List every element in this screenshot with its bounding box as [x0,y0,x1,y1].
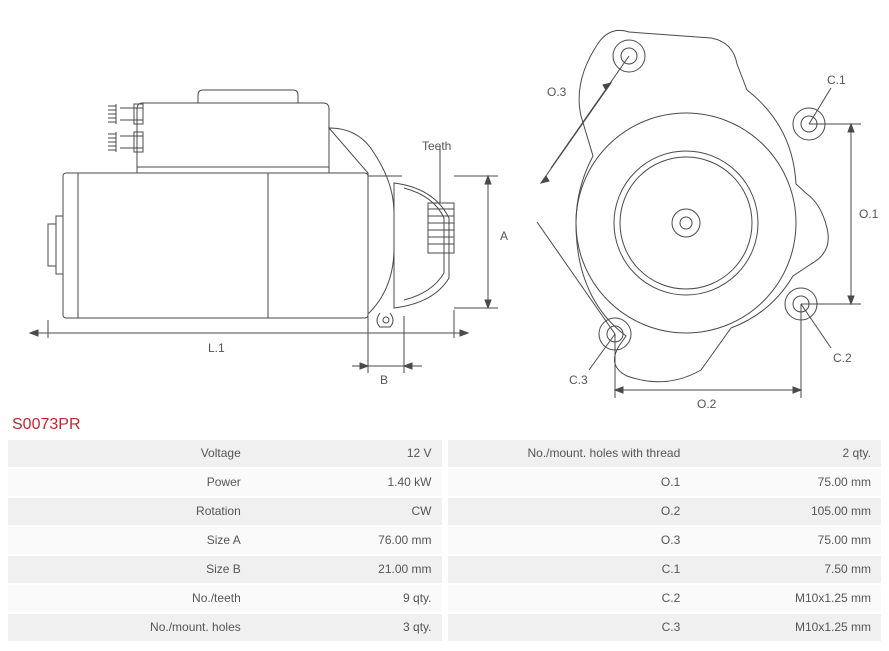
spec-value: 76.00 mm [251,527,442,554]
label-c1: C.1 [827,73,846,87]
spec-row: Size A76.00 mm [8,527,442,554]
label-c3: C.3 [569,373,588,387]
spec-row: No./mount. holes3 qty. [8,614,442,641]
spec-row: No./mount. holes with thread2 qty. [448,440,882,467]
spec-label: Size A [8,527,251,554]
label-b: B [380,373,388,387]
label-teeth: Teeth [422,139,451,153]
spec-value: 1.40 kW [251,469,442,496]
spec-label: Power [8,469,251,496]
spec-label: O.3 [448,527,691,554]
diagram-area: Teeth A L.1 B [8,8,881,408]
spec-label: C.3 [448,614,691,641]
spec-col-left: Voltage12 VPower1.40 kWRotationCWSize A7… [8,440,442,643]
spec-label: O.2 [448,498,691,525]
front-view-drawing: O.3 O.1 O.2 C.1 C.2 C.3 [511,8,881,408]
side-view-drawing: Teeth A L.1 B [8,8,508,408]
spec-label: Rotation [8,498,251,525]
part-number: S0073PR [12,416,881,434]
spec-table: Voltage12 VPower1.40 kWRotationCWSize A7… [8,440,881,643]
spec-value: 75.00 mm [690,469,881,496]
spec-value: CW [251,498,442,525]
spec-value: 9 qty. [251,585,442,612]
spec-row: No./teeth9 qty. [8,585,442,612]
spec-label: C.1 [448,556,691,583]
spec-label: No./mount. holes with thread [448,440,691,467]
spec-label: No./mount. holes [8,614,251,641]
spec-label: Voltage [8,440,251,467]
spec-value: 21.00 mm [251,556,442,583]
label-o1: O.1 [859,207,879,221]
spec-label: Size B [8,556,251,583]
spec-label: No./teeth [8,585,251,612]
label-l1: L.1 [208,341,225,355]
spec-label: O.1 [448,469,691,496]
spec-value: 105.00 mm [690,498,881,525]
spec-row: RotationCW [8,498,442,525]
label-c2: C.2 [833,351,852,365]
spec-row: Size B21.00 mm [8,556,442,583]
spec-row: C.2M10x1.25 mm [448,585,882,612]
spec-row: O.375.00 mm [448,527,882,554]
spec-row: Voltage12 V [8,440,442,467]
spec-value: 75.00 mm [690,527,881,554]
spec-value: M10x1.25 mm [690,585,881,612]
label-a: A [500,229,508,243]
spec-row: Power1.40 kW [8,469,442,496]
label-o3: O.3 [547,85,567,99]
spec-row: C.3M10x1.25 mm [448,614,882,641]
spec-row: O.2105.00 mm [448,498,882,525]
spec-col-right: No./mount. holes with thread2 qty.O.175.… [448,440,882,643]
spec-value: 2 qty. [690,440,881,467]
spec-value: 7.50 mm [690,556,881,583]
spec-row: O.175.00 mm [448,469,882,496]
spec-value: M10x1.25 mm [690,614,881,641]
spec-row: C.17.50 mm [448,556,882,583]
spec-value: 3 qty. [251,614,442,641]
spec-label: C.2 [448,585,691,612]
spec-value: 12 V [251,440,442,467]
label-o2: O.2 [697,397,717,408]
